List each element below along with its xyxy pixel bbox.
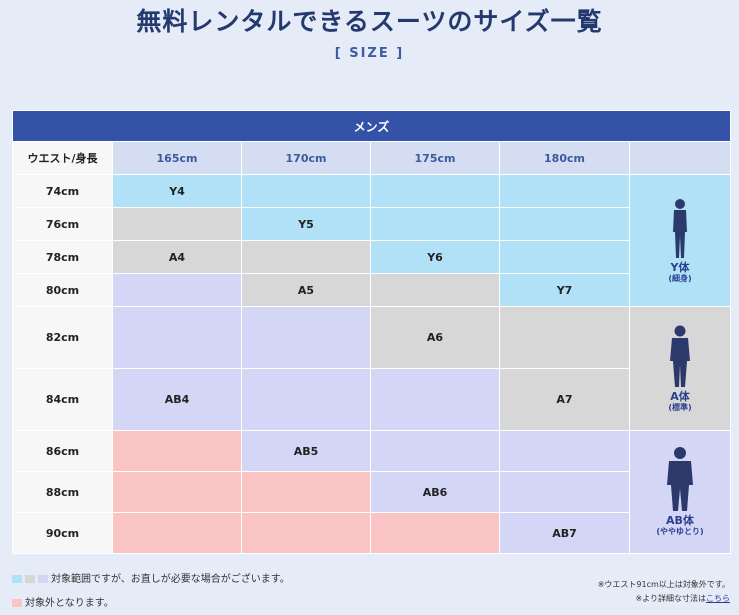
detail-link[interactable]: こちら: [706, 594, 730, 603]
detail-note: ※より詳細な寸法はこちら: [635, 593, 730, 604]
size-cell: [370, 174, 500, 208]
slim-body-icon: [673, 198, 687, 258]
standard-body-icon: [670, 325, 690, 387]
size-cell: [370, 273, 500, 307]
size-table: メンズ ウエスト/身長 165cm 170cm 175cm 180cm 74cm…: [11, 110, 732, 554]
table-row: 82cm A6 A体 (標準): [12, 306, 732, 431]
size-cell: Y4: [112, 174, 242, 208]
size-cell: [241, 471, 371, 513]
legend-swatch-y: [12, 575, 22, 583]
size-cell: [112, 273, 242, 307]
size-cell: Y6: [370, 240, 500, 274]
size-cell: [241, 306, 371, 369]
size-cell: [370, 430, 500, 472]
size-cell: AB4: [112, 368, 242, 431]
size-cell: [499, 430, 630, 472]
body-type-name: Y体: [670, 260, 690, 274]
size-cell: [241, 368, 371, 431]
legend-swatch-out: [12, 599, 22, 607]
legend-swatch-a: [25, 575, 35, 583]
size-cell: [112, 471, 242, 513]
body-type-y: Y体 (細身): [628, 174, 732, 307]
size-cell: [499, 174, 630, 208]
body-type-ab: AB体 (ややゆとり): [628, 430, 732, 554]
table-row: 78cm A4 Y6: [12, 240, 731, 274]
waist-label: 82cm: [12, 306, 113, 369]
legend-in-range-text: 対象範囲ですが、お直しが必要な場合がございます。: [51, 574, 290, 585]
size-cell: A7: [499, 368, 630, 431]
size-cell: A6: [370, 306, 500, 369]
height-header: 170cm: [241, 141, 371, 175]
legend-out-range: 対象外となります。: [12, 594, 114, 609]
size-cell: [241, 174, 371, 208]
size-cell: A5: [241, 273, 371, 307]
size-cell: Y5: [241, 207, 371, 241]
size-cell: [499, 240, 630, 274]
waist-label: 88cm: [12, 471, 113, 513]
size-cell: [241, 512, 371, 554]
size-cell: AB6: [370, 471, 500, 513]
waist-label: 90cm: [12, 512, 113, 554]
size-cell: [112, 512, 242, 554]
body-type-note: (細身): [668, 273, 692, 283]
waist-note: ※ウエスト91cm以上は対象外です。: [597, 580, 730, 589]
waist-label: 80cm: [12, 273, 113, 307]
corner-label: ウエスト/身長: [12, 141, 113, 175]
size-cell: Y7: [499, 273, 630, 307]
page-title: 無料レンタルできるスーツのサイズ一覧: [136, 7, 603, 36]
height-header: 175cm: [370, 141, 500, 175]
size-cell: [112, 430, 242, 472]
size-cell: AB7: [499, 512, 630, 554]
body-type-name: AB体: [666, 514, 694, 527]
waist-label: 84cm: [12, 368, 113, 431]
waist-label: 76cm: [12, 207, 113, 241]
size-cell: [499, 306, 630, 369]
table-row: 88cm AB6: [12, 471, 731, 513]
table-row: 86cm AB5 AB体 (ややゆとり): [12, 430, 732, 554]
table-row: 90cm AB7: [12, 512, 731, 554]
size-cell: [499, 471, 630, 513]
height-header: 165cm: [112, 141, 242, 175]
size-cell: AB5: [241, 430, 371, 472]
legend-in-range: 対象範囲ですが、お直しが必要な場合がございます。: [12, 570, 290, 585]
table-row: 74cm Y4 Y体 (細身): [12, 174, 732, 307]
size-cell: [112, 306, 242, 369]
body-type-a: A体 (標準): [628, 306, 732, 431]
table-row: 84cm AB4 A7: [12, 368, 731, 431]
size-cell: [112, 207, 242, 241]
detail-note-prefix: ※より詳細な寸法は: [635, 594, 706, 603]
legend-swatch-ab: [38, 575, 48, 583]
size-cell: [370, 512, 500, 554]
page-subtitle: [ SIZE ]: [334, 46, 405, 61]
waist-label: 86cm: [12, 430, 113, 472]
body-type-header: [628, 141, 732, 175]
waist-label: 74cm: [12, 174, 113, 208]
section-header-mens: メンズ: [11, 110, 732, 142]
size-cell: [370, 207, 500, 241]
waist-label: 78cm: [12, 240, 113, 274]
size-cell: [370, 368, 500, 431]
size-cell: [241, 240, 371, 274]
body-type-name: A体: [670, 389, 690, 403]
height-header: 180cm: [499, 141, 630, 175]
table-row: 80cm A5 Y7: [12, 273, 731, 307]
body-type-note: (ややゆとり): [656, 527, 704, 536]
body-type-note: (標準): [668, 402, 692, 412]
size-cell: A4: [112, 240, 242, 274]
relaxed-body-icon: [667, 447, 693, 511]
legend-out-range-text: 対象外となります。: [25, 598, 114, 609]
size-cell: [499, 207, 630, 241]
table-row: 76cm Y5: [12, 207, 731, 241]
